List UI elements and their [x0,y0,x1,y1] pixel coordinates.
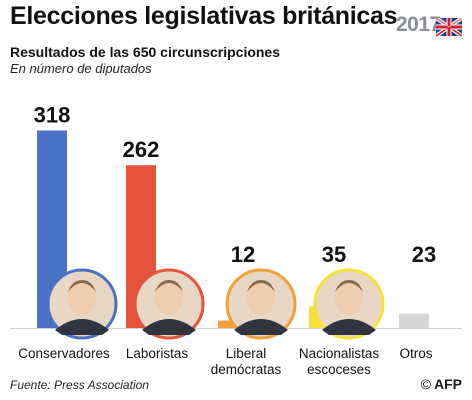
portrait-liberal-demócratas [225,268,297,340]
portrait-nacionalistas-escoceses [313,268,385,340]
category-label: Otros [399,346,432,361]
portrait-laboristas [133,268,205,340]
value-label: 262 [123,137,160,162]
category-label: demócratas [211,362,282,377]
category-label: escoceses [307,362,371,377]
value-label: 12 [231,242,255,267]
value-label: 35 [322,242,346,267]
chart-title: Elecciones legislativas británicas [10,2,398,30]
union-jack-envelope-icon [436,18,462,36]
chart-subtitle: Resultados de las 650 circunscripciones [10,44,281,60]
source-note: Fuente: Press Association [10,378,149,392]
category-label: Laboristas [126,346,189,361]
value-label: 23 [412,242,436,267]
unit-note: En número de diputados [10,61,152,76]
agency-credit: © AFP [421,376,462,392]
category-label: Liberal [226,346,267,361]
copyright-symbol: © [420,376,431,392]
category-label: Conservadores [18,346,110,361]
agency-logo: AFP [434,376,462,392]
portrait-conservadores [46,268,118,340]
election-2017-logo: 2017 [396,12,462,38]
logo-year: 2017 [396,13,441,36]
category-label: Nacionalistas [299,346,380,361]
bar-otros [399,313,429,328]
value-label: 318 [34,102,71,127]
